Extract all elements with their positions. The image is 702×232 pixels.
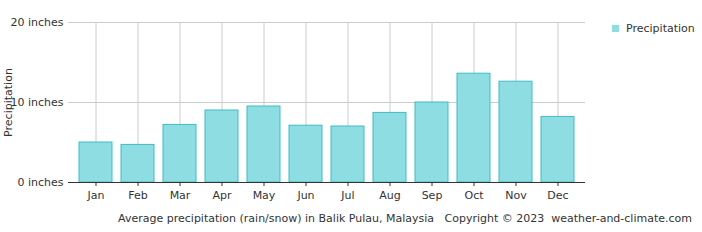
svg-text:0 inches: 0 inches bbox=[17, 176, 63, 189]
html-text:Precipitation: Precipitation bbox=[626, 22, 695, 35]
svg-text:Sep: Sep bbox=[422, 189, 443, 202]
svg-text:Aug: Aug bbox=[379, 189, 400, 202]
svg-text:Nov: Nov bbox=[505, 189, 527, 202]
svg-text:Jan: Jan bbox=[87, 189, 105, 202]
svg-text:Jun: Jun bbox=[296, 189, 314, 202]
svg-text:10 inches: 10 inches bbox=[10, 96, 63, 109]
html-text:Average precipitation (rain/sn: Average precipitation (rain/snow) in Bal… bbox=[118, 212, 692, 225]
svg-text:Dec: Dec bbox=[547, 189, 568, 202]
svg-text:Jul: Jul bbox=[340, 189, 354, 202]
svg-text:Feb: Feb bbox=[128, 189, 147, 202]
svg-text:20 inches: 20 inches bbox=[10, 16, 63, 29]
svg-text:Precipitation: Precipitation bbox=[2, 68, 15, 137]
svg-text:Mar: Mar bbox=[170, 189, 191, 202]
svg-text:May: May bbox=[253, 189, 276, 202]
svg-text:Oct: Oct bbox=[464, 189, 484, 202]
svg-text:Apr: Apr bbox=[212, 189, 232, 202]
